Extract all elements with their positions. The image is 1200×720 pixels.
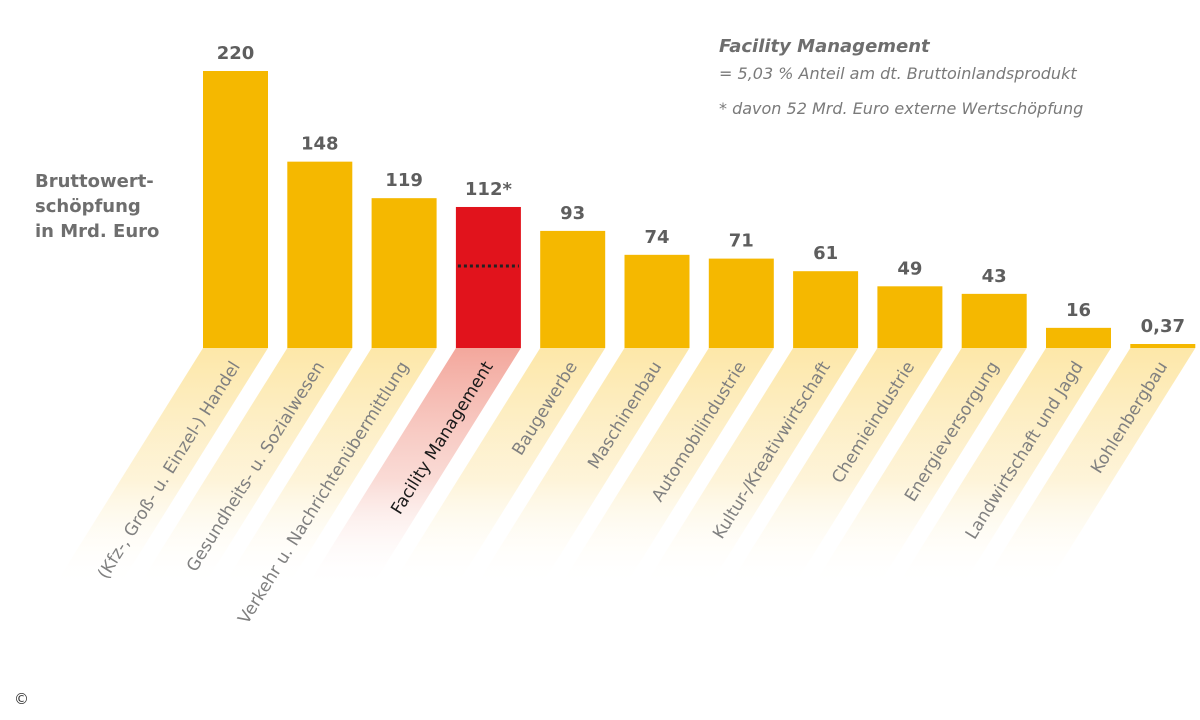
value-label: 112* [465,179,513,200]
category-band [896,348,1111,588]
y-axis-label-line-2: schöpfung [35,196,141,217]
value-label: 71 [729,231,754,252]
note-line-1: = 5,03 % Anteil am dt. Bruttoinlandsprod… [719,64,1077,83]
value-label: 43 [982,266,1007,287]
category-band [390,348,606,588]
bar [203,71,268,348]
category-band [137,348,353,588]
value-label: 119 [385,170,423,191]
category-band [811,348,1027,588]
bar [961,293,1027,348]
bar [287,161,353,348]
value-label: 220 [217,43,255,64]
value-label: 0,37 [1141,316,1185,337]
category-band [221,348,437,588]
bar [371,198,437,348]
note-line-2: * davon 52 Mrd. Euro externe Wertschöpfu… [719,99,1083,118]
value-label: 61 [813,243,838,264]
value-labels: 220 148 119 112* 93 74 71 61 49 43 16 0,37 [217,43,1185,337]
category-band [53,348,268,588]
category-band [980,348,1196,588]
bar [877,286,943,348]
bar [708,258,774,348]
value-label: 93 [560,203,585,224]
category-band [727,348,943,588]
value-label: 74 [644,227,669,248]
y-axis-label-line-1: Bruttowert- [35,171,154,192]
category-band [643,348,859,588]
y-axis-label-line-3: in Mrd. Euro [35,221,159,242]
category-band [474,348,690,588]
y-axis-label: Bruttowert- schöpfung in Mrd. Euro [35,171,160,242]
bar-highlight [455,206,521,348]
value-label: 16 [1066,300,1091,321]
category-band [305,348,521,588]
bar [540,230,606,348]
category-bands [53,348,1196,588]
value-label: 49 [897,258,922,279]
bar [1130,344,1196,348]
bars [203,71,1196,348]
copyright-symbol: © [14,690,29,708]
note-title: Facility Management [719,36,931,57]
category-band [558,348,774,588]
value-label: 148 [301,134,339,155]
bar [624,254,690,348]
bar [1046,327,1111,348]
bar [793,271,859,348]
